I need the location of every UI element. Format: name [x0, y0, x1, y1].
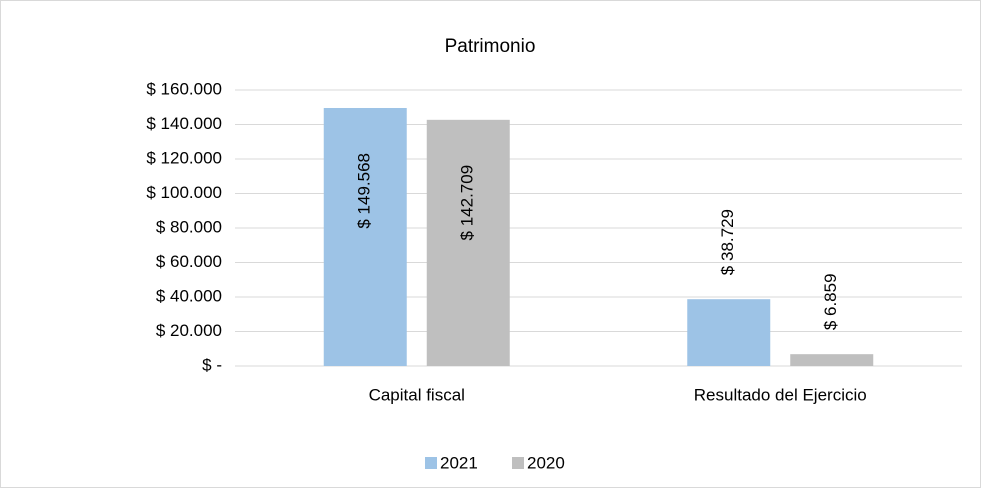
bar: [790, 354, 874, 366]
bar: [323, 107, 407, 366]
y-tick-label: $ -: [202, 355, 222, 374]
data-label: $ 38.729: [718, 209, 737, 275]
data-label: $ 149.568: [355, 153, 374, 229]
y-tick-label: $ 20.000: [156, 321, 222, 340]
legend-swatch: [512, 457, 524, 469]
y-tick-label: $ 60.000: [156, 252, 222, 271]
y-tick-label: $ 120.000: [146, 148, 222, 167]
x-tick-label: Resultado del Ejercicio: [694, 385, 867, 404]
y-tick-label: $ 80.000: [156, 217, 222, 236]
chart-title: Patrimonio: [445, 36, 536, 57]
legend-label: 2021: [440, 453, 478, 472]
bar: [687, 299, 771, 366]
y-tick-label: $ 140.000: [146, 114, 222, 133]
y-tick-label: $ 100.000: [146, 183, 222, 202]
x-tick-label: Capital fiscal: [369, 385, 465, 404]
legend-swatch: [425, 457, 437, 469]
data-label: $ 6.859: [821, 273, 840, 330]
legend-label: 2020: [527, 453, 565, 472]
data-label: $ 142.709: [458, 165, 477, 241]
y-tick-label: $ 40.000: [156, 286, 222, 305]
y-tick-label: $ 160.000: [146, 79, 222, 98]
bar: [426, 119, 510, 367]
